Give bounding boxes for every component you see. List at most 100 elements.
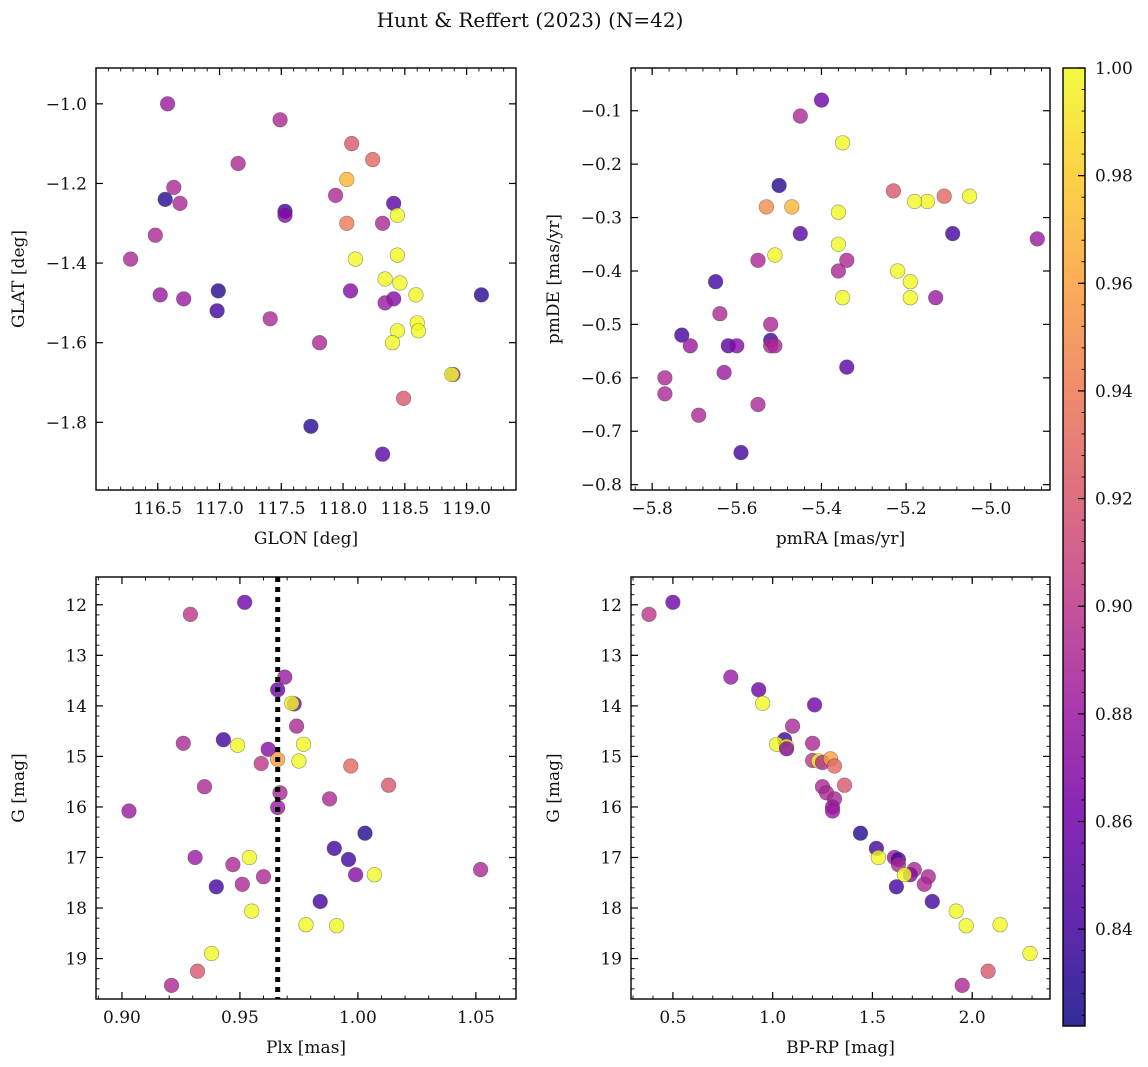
data-point bbox=[284, 695, 300, 711]
ticks-plx-g: 0.90 0.95 1.00 1.05 12 13 14 15 16 17 18 19 bbox=[65, 577, 516, 1028]
y-tick-label: −1.8 bbox=[46, 413, 87, 433]
data-point bbox=[712, 306, 728, 322]
data-point bbox=[121, 803, 137, 819]
data-point bbox=[906, 193, 923, 210]
data-point bbox=[365, 152, 381, 168]
y-tick-label: −0.2 bbox=[581, 155, 622, 175]
x-tick-label: 118.5 bbox=[380, 499, 429, 519]
data-point bbox=[189, 963, 206, 979]
data-point bbox=[408, 287, 424, 303]
data-point bbox=[834, 290, 851, 306]
x-tick-label: 117.0 bbox=[195, 499, 244, 519]
data-point bbox=[767, 247, 783, 263]
data-point bbox=[166, 179, 182, 195]
data-point bbox=[961, 188, 978, 204]
data-point bbox=[902, 290, 918, 306]
x-tick-label: 0.5 bbox=[659, 1008, 686, 1028]
y-axis-label: G [mag] bbox=[9, 753, 29, 822]
data-point bbox=[830, 204, 847, 220]
data-point bbox=[348, 867, 364, 883]
data-point bbox=[225, 856, 241, 873]
y-tick-label: −0.6 bbox=[581, 369, 622, 389]
data-point bbox=[723, 669, 739, 685]
data-point bbox=[175, 735, 191, 751]
data-point bbox=[291, 753, 307, 769]
data-point bbox=[771, 177, 787, 194]
panels: 116.5 117.0 117.5 118.0 118.5 119.0 −1.0 −1.2 −1… bbox=[9, 67, 1051, 1058]
data-point bbox=[289, 718, 305, 734]
data-point bbox=[396, 390, 412, 407]
ticks-bprp-g: 0.5 1.0 1.5 2.0 12 13 14 15 16 17 18 19 bbox=[600, 577, 1050, 1028]
points-plx-g bbox=[121, 594, 489, 994]
data-point bbox=[342, 283, 359, 299]
data-point bbox=[733, 445, 749, 461]
data-point bbox=[924, 893, 940, 910]
colorbar-tick-label: 0.94 bbox=[1095, 382, 1133, 402]
colorbar-tick-label: 0.96 bbox=[1095, 274, 1133, 294]
data-point bbox=[750, 396, 766, 413]
data-point bbox=[804, 735, 821, 751]
data-point bbox=[339, 215, 355, 231]
data-point bbox=[123, 251, 139, 267]
data-point bbox=[375, 446, 391, 462]
data-point bbox=[902, 274, 918, 290]
data-point bbox=[326, 840, 342, 857]
data-point bbox=[1022, 945, 1038, 962]
y-tick-label: −1.6 bbox=[46, 334, 87, 354]
data-point bbox=[813, 92, 830, 108]
colorbar-gradient bbox=[1063, 68, 1085, 1026]
data-point bbox=[830, 236, 847, 252]
x-tick-label: −5.4 bbox=[801, 499, 842, 519]
data-point bbox=[839, 252, 855, 268]
data-point bbox=[792, 226, 808, 242]
points-glon-glat bbox=[123, 96, 490, 462]
colorbar-frame bbox=[1062, 67, 1086, 1027]
data-point bbox=[176, 291, 192, 307]
data-point bbox=[945, 226, 961, 242]
data-point bbox=[343, 758, 359, 774]
data-point bbox=[948, 903, 964, 919]
data-point bbox=[152, 287, 168, 303]
data-point bbox=[312, 335, 328, 351]
data-point bbox=[870, 849, 887, 866]
panel-plx-g: 0.90 0.95 1.00 1.05 12 13 14 15 16 17 18 19 Plx [mas… bbox=[9, 576, 517, 1058]
data-point bbox=[230, 737, 246, 753]
axes-frame bbox=[630, 67, 1051, 491]
y-tick-label: 18 bbox=[600, 899, 622, 919]
data-point bbox=[836, 777, 853, 793]
data-point bbox=[328, 187, 344, 203]
axes-frame bbox=[95, 576, 517, 1000]
y-axis-label: pmDE [mas/yr] bbox=[544, 214, 564, 344]
data-point bbox=[916, 876, 932, 892]
data-point bbox=[366, 867, 383, 883]
data-point bbox=[980, 963, 996, 979]
x-tick-label: −5.2 bbox=[885, 499, 926, 519]
data-point bbox=[237, 594, 253, 610]
data-point bbox=[665, 594, 681, 610]
data-point bbox=[357, 825, 373, 841]
x-tick-label: 2.0 bbox=[959, 1008, 986, 1028]
data-point bbox=[936, 188, 952, 204]
panel-bprp-g: 0.5 1.0 1.5 2.0 12 13 14 15 16 17 18 19 BP-RP [mag] G… bbox=[544, 576, 1051, 1058]
y-tick-label: −0.1 bbox=[581, 102, 622, 122]
panel-pmra-pmde: −5.8 −5.6 −5.4 −5.2 −5.0 −0.1 −0.2 −0.3 −0.4 −0.5… bbox=[544, 67, 1051, 549]
y-axis-label: G [mag] bbox=[544, 753, 564, 822]
data-point bbox=[778, 741, 795, 757]
data-point bbox=[182, 606, 198, 623]
colorbar-tick-label: 0.88 bbox=[1095, 705, 1133, 725]
data-point bbox=[160, 96, 176, 112]
x-tick-label: 1.05 bbox=[457, 1008, 495, 1028]
data-point bbox=[958, 918, 974, 934]
data-point bbox=[826, 758, 843, 774]
x-tick-label: 116.5 bbox=[133, 499, 182, 519]
data-point bbox=[272, 112, 288, 128]
y-axis-label: GLAT [deg] bbox=[9, 230, 29, 328]
data-point bbox=[392, 275, 408, 291]
data-point bbox=[410, 323, 427, 339]
data-point bbox=[262, 311, 278, 327]
data-point bbox=[241, 849, 257, 866]
data-point bbox=[896, 867, 912, 883]
data-point bbox=[784, 718, 801, 734]
data-point bbox=[682, 338, 698, 354]
x-tick-label: 1.0 bbox=[759, 1008, 786, 1028]
